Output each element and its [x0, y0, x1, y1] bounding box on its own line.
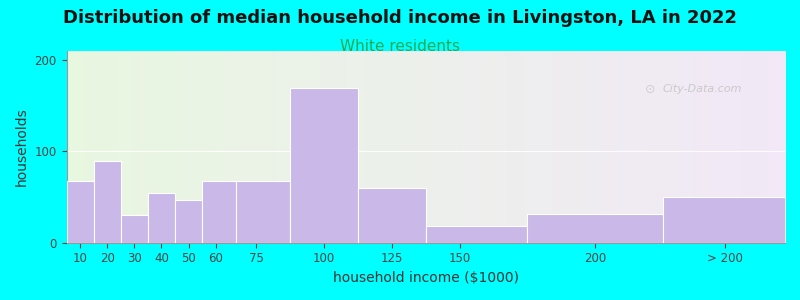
Bar — [358, 188, 426, 243]
Text: ⊙: ⊙ — [645, 83, 655, 96]
Bar — [426, 226, 527, 243]
Text: Distribution of median household income in Livingston, LA in 2022: Distribution of median household income … — [63, 9, 737, 27]
Bar — [66, 181, 94, 243]
Bar — [290, 88, 358, 243]
Text: White residents: White residents — [340, 39, 460, 54]
Bar — [121, 215, 148, 243]
Bar — [236, 181, 290, 243]
X-axis label: household income ($1000): household income ($1000) — [333, 271, 518, 285]
Bar — [202, 181, 236, 243]
Bar — [148, 193, 175, 243]
Bar — [94, 160, 121, 243]
Text: City-Data.com: City-Data.com — [663, 84, 742, 94]
Bar — [527, 214, 663, 243]
Y-axis label: households: households — [15, 107, 29, 186]
Bar — [175, 200, 202, 243]
Bar — [663, 197, 785, 243]
